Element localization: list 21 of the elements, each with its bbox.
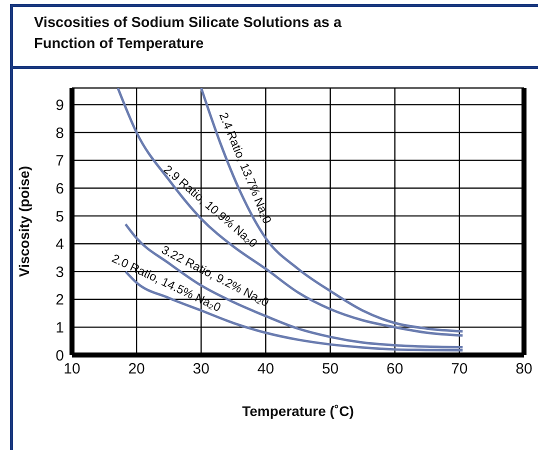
y-tick-label: 2 [56, 292, 64, 309]
y-tick-label: 6 [56, 180, 64, 198]
y-tick-label: 0 [56, 347, 64, 364]
y-tick-label: 3 [56, 264, 64, 281]
x-tick-label: 70 [451, 360, 468, 378]
x-tick-label: 40 [257, 360, 274, 378]
x-tick-label: 20 [128, 360, 145, 378]
x-axis-title: Temperature (˚C) [242, 403, 354, 419]
x-tick-label: 10 [64, 360, 80, 378]
y-tick-label: 9 [56, 97, 64, 114]
x-tick-label: 80 [516, 360, 532, 378]
x-tick-label: 30 [192, 360, 210, 378]
y-axis-title: Viscosity (poise) [16, 166, 32, 278]
y-tick-label: 7 [56, 152, 64, 170]
x-tick-label: 50 [322, 360, 339, 378]
x-tick-label: 60 [386, 360, 404, 378]
chart-title: Viscosities of Sodium Silicate Solutions as a Function of Temperature [34, 14, 343, 54]
y-tick-label: 1 [56, 320, 64, 337]
y-tick-label: 4 [56, 236, 64, 254]
y-tick-label: 5 [56, 208, 64, 226]
y-tick-label: 8 [56, 124, 64, 142]
